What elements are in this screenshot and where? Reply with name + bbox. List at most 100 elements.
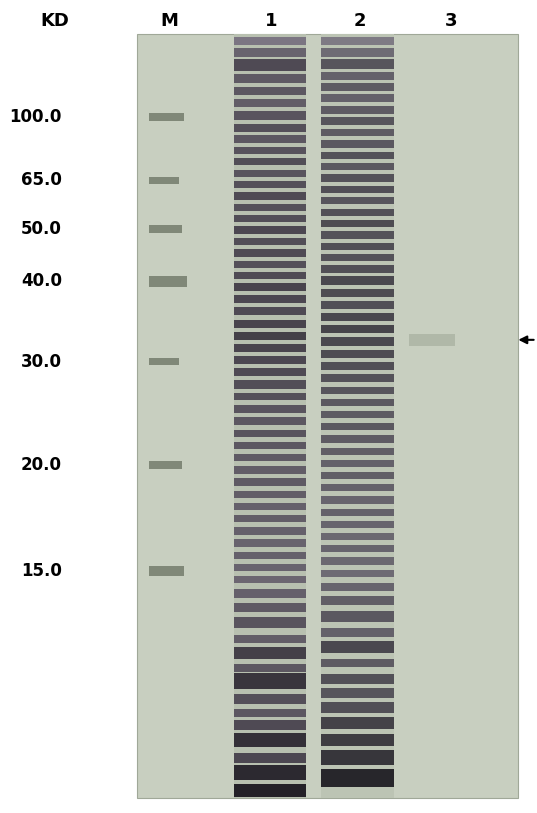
Bar [234, 784, 306, 797]
Bar [321, 174, 394, 181]
Text: 50.0: 50.0 [21, 220, 62, 238]
Bar [234, 47, 306, 56]
Bar [234, 490, 306, 498]
Bar [321, 337, 394, 346]
Bar [321, 733, 394, 746]
Bar [321, 151, 394, 159]
Text: 20.0: 20.0 [21, 456, 62, 474]
Bar [234, 589, 306, 598]
Bar [234, 733, 306, 747]
Bar [234, 467, 306, 473]
Bar [321, 597, 394, 605]
Bar [321, 59, 394, 69]
Text: 3: 3 [445, 12, 458, 30]
Bar [234, 34, 306, 798]
Bar [321, 325, 394, 333]
Bar [321, 34, 394, 798]
Bar [234, 478, 306, 486]
Bar [234, 515, 306, 523]
Bar [234, 99, 306, 107]
Bar [321, 659, 394, 667]
Bar [321, 117, 394, 125]
Bar [234, 552, 306, 559]
Bar [234, 418, 306, 424]
Bar [321, 265, 394, 272]
Bar [321, 94, 394, 102]
Bar [234, 87, 306, 95]
Bar [234, 146, 306, 154]
Bar [149, 225, 182, 233]
Bar [321, 386, 394, 393]
Bar [234, 442, 306, 449]
Bar [234, 215, 306, 222]
Bar [234, 647, 306, 659]
Bar [234, 635, 306, 643]
Text: 40.0: 40.0 [21, 272, 62, 290]
Bar [234, 618, 306, 628]
Bar [234, 393, 306, 400]
Bar [234, 765, 306, 780]
Bar [234, 576, 306, 584]
Bar [321, 141, 394, 148]
Bar [321, 569, 394, 577]
Text: 30.0: 30.0 [21, 353, 62, 371]
Bar [321, 254, 394, 262]
Bar [321, 496, 394, 503]
Bar [321, 313, 394, 321]
Bar [321, 83, 394, 91]
Bar [149, 566, 184, 576]
Bar [149, 358, 179, 365]
Bar [321, 350, 394, 358]
Text: 65.0: 65.0 [21, 172, 62, 189]
Bar [321, 558, 394, 564]
Bar [321, 276, 394, 285]
Bar [321, 289, 394, 297]
Text: 100.0: 100.0 [9, 108, 62, 126]
Bar [321, 611, 394, 621]
Text: KD: KD [40, 12, 69, 30]
Bar [234, 368, 306, 376]
Bar [321, 398, 394, 406]
Bar [321, 72, 394, 80]
Bar [234, 502, 306, 511]
Bar [321, 447, 394, 454]
Bar [321, 37, 394, 45]
Bar [234, 332, 306, 340]
Bar [234, 307, 306, 315]
Bar [321, 717, 394, 728]
Bar [321, 301, 394, 309]
Bar [321, 688, 394, 698]
Bar [234, 227, 306, 234]
Bar [321, 47, 394, 56]
Bar [234, 753, 306, 763]
Bar [234, 344, 306, 352]
Text: M: M [160, 12, 178, 30]
Bar [321, 460, 394, 467]
Bar [234, 380, 306, 389]
Bar [234, 180, 306, 188]
Bar [234, 540, 306, 546]
Bar [321, 750, 394, 765]
Text: 1: 1 [265, 12, 278, 30]
Bar [234, 603, 306, 611]
Bar [321, 533, 394, 540]
Bar [234, 124, 306, 132]
Bar [321, 702, 394, 712]
Bar [321, 362, 394, 370]
Bar [321, 128, 394, 136]
Bar [321, 769, 394, 787]
Bar [234, 169, 306, 176]
Text: 2: 2 [353, 12, 366, 30]
Bar [234, 158, 306, 165]
Bar [234, 527, 306, 535]
Bar [234, 673, 306, 689]
Bar [234, 356, 306, 364]
Bar [321, 546, 394, 553]
Bar [234, 249, 306, 257]
Bar [234, 406, 306, 413]
Bar [234, 37, 306, 45]
Bar [321, 231, 394, 239]
Bar [234, 564, 306, 571]
Bar [321, 185, 394, 193]
Bar [234, 135, 306, 143]
